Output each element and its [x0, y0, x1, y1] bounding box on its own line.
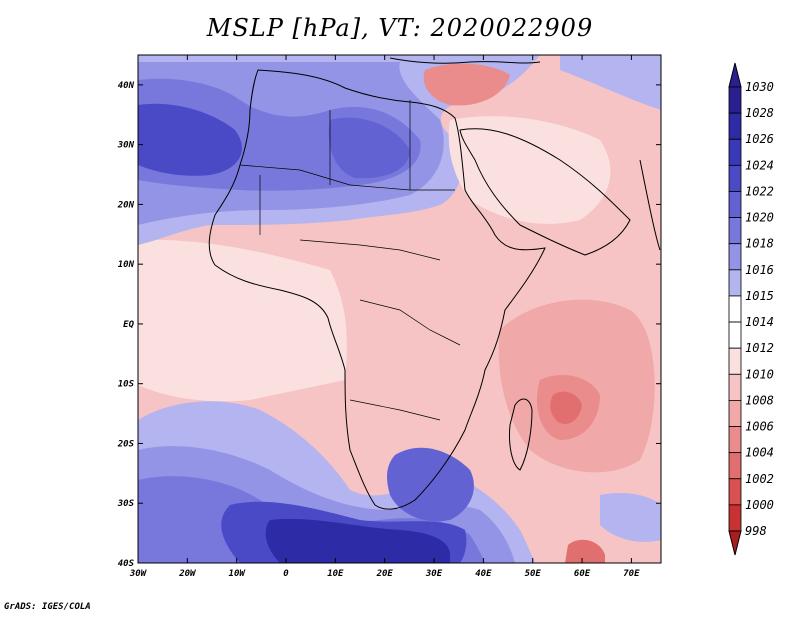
colorbar-swatch: [728, 478, 742, 506]
coastlines: [208, 57, 661, 510]
border-2: [299, 239, 441, 261]
field-atlantic-1012: [138, 239, 347, 402]
colorbar-label: 1026: [745, 132, 774, 146]
footer-credit: GrADS: IGES/COLA: [4, 602, 91, 612]
lat-tick-label: 40S: [118, 559, 135, 569]
lat-tick-label: 10N: [118, 260, 135, 270]
colorbar-swatch: [728, 112, 742, 140]
border-1: [239, 164, 455, 191]
lat-axis: 40N 30N 20N 10N EQ 10S 20S 30S 40S: [117, 81, 661, 569]
field-azores-1024: [138, 103, 242, 176]
colorbar-top-arrow: [728, 62, 742, 88]
colorbar-swatch: [728, 191, 742, 218]
field-ne-high: [560, 55, 661, 110]
lon-tick-label: 20E: [376, 569, 394, 579]
field-se-high: [600, 493, 661, 542]
colorbar: 1030 1028 1026 1024 1022 1020 1018 1016 1015 1014…: [728, 62, 774, 556]
lat-tick-label: 20N: [117, 200, 135, 210]
colorbar-swatch: [728, 373, 742, 401]
field-arabia-1012: [448, 116, 611, 224]
colorbar-swatch: [728, 243, 742, 271]
colorbar-swatch: [728, 269, 742, 297]
field-indian-1004: [550, 391, 582, 425]
colorbar-label: 1006: [745, 420, 774, 434]
lon-tick-label: 30E: [425, 569, 443, 579]
lon-tick-label: 30W: [129, 569, 148, 579]
colorbar-label: 1004: [745, 446, 774, 460]
colorbar-label: 1000: [745, 498, 774, 512]
colorbar-label: 1020: [745, 211, 774, 225]
map-frame: [137, 54, 662, 564]
field-turkey-low: [423, 63, 510, 106]
colorbar-swatch: [728, 347, 742, 375]
colorbar-label: 1018: [745, 237, 774, 251]
pressure-field: [138, 55, 661, 563]
lon-axis: 30W 20W 10W 0 10E 20E 30E 40E 50E 60E 70E: [129, 55, 640, 579]
lon-tick-label: 20W: [178, 569, 197, 579]
colorbar-bottom-arrow: [728, 530, 742, 556]
colorbar-swatch: [728, 400, 742, 427]
colorbar-label: 998: [745, 524, 767, 538]
india-coast: [639, 159, 661, 251]
lat-tick-label: EQ: [123, 320, 134, 330]
lat-tick-label: 40N: [118, 81, 135, 91]
lat-tick-label: 20S: [117, 439, 135, 449]
field-libya-1022: [328, 117, 410, 179]
colorbar-label: 1002: [745, 472, 774, 486]
map-title: MSLP [hPa], VT: 2020022909: [206, 14, 594, 42]
border-3: [359, 299, 461, 346]
colorbar-label: 1015: [745, 289, 774, 303]
lon-tick-label: 50E: [525, 569, 542, 579]
field-safrica-high: [387, 447, 474, 522]
lon-tick-label: 70E: [623, 569, 640, 579]
lon-tick-label: 10E: [327, 569, 344, 579]
colorbar-label: 1022: [745, 184, 774, 198]
field-se-low: [565, 539, 605, 563]
colorbar-swatch: [728, 452, 742, 480]
colorbar-label: 1016: [745, 263, 774, 277]
colorbar-swatch: [728, 164, 742, 192]
colorbar-label: 1014: [745, 315, 774, 329]
north-coast: [389, 57, 541, 64]
colorbar-label: 1030: [745, 80, 774, 94]
colorbar-label: 1024: [745, 158, 774, 172]
border-4: [349, 399, 441, 421]
lat-tick-label: 10S: [118, 380, 135, 390]
colorbar-swatch: [728, 138, 742, 166]
lon-tick-label: 10W: [229, 569, 247, 579]
colorbar-swatch: [728, 426, 742, 454]
madagascar-coast: [509, 398, 533, 471]
lat-tick-label: 30N: [117, 141, 135, 151]
arabia-coast: [459, 128, 631, 256]
africa-coast: [208, 69, 546, 510]
colorbar-label: 1010: [745, 367, 774, 381]
colorbar-swatch: [728, 86, 742, 114]
colorbar-swatch: [728, 217, 742, 245]
lon-tick-label: 60E: [574, 569, 591, 579]
lat-tick-label: 30S: [117, 499, 135, 509]
field-south-1028: [265, 518, 450, 563]
colorbar-swatch: [728, 321, 742, 349]
lon-tick-label: 0: [283, 569, 289, 579]
colorbar-swatch: [728, 295, 742, 323]
colorbar-label: 1028: [745, 106, 774, 120]
colorbar-label: 1012: [745, 341, 774, 355]
lon-tick-label: 40E: [475, 569, 492, 579]
colorbar-label: 1008: [745, 393, 774, 407]
colorbar-swatch: [728, 504, 742, 532]
